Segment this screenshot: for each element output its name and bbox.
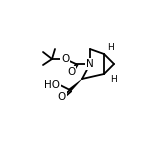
Text: H: H bbox=[107, 43, 114, 52]
Text: O: O bbox=[67, 67, 75, 77]
Text: O: O bbox=[61, 54, 69, 64]
Text: N: N bbox=[86, 59, 94, 69]
Text: HO: HO bbox=[44, 80, 60, 90]
Polygon shape bbox=[69, 79, 82, 91]
Text: O: O bbox=[58, 92, 66, 102]
Text: H: H bbox=[110, 74, 117, 83]
